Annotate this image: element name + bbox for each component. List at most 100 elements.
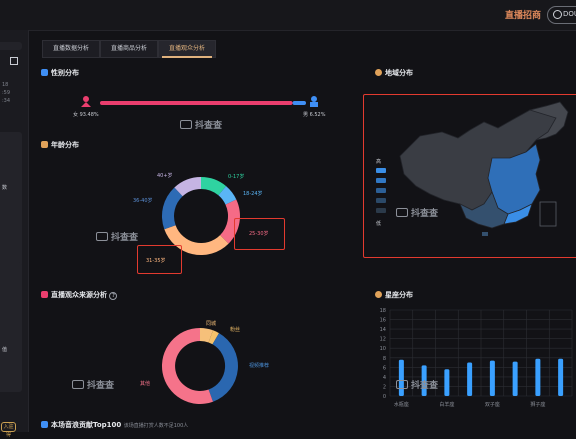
bar-3[interactable]: [467, 362, 473, 396]
sidebar-card-2: [0, 262, 22, 392]
tab-live-audience[interactable]: 直播观众分析: [158, 40, 216, 58]
y-tick-label: 14: [380, 327, 386, 333]
female-icon: [81, 96, 91, 107]
age-slice-36-40: [161, 187, 183, 230]
bar-7[interactable]: [558, 358, 564, 396]
age-label-36-40: 36-40岁: [133, 198, 153, 204]
watermark-gender: 抖查查: [180, 118, 222, 131]
source-title: 直播观众来源分析 ?: [41, 290, 118, 300]
search-text: DOU: [563, 10, 576, 18]
watermark-source: 抖查查: [72, 378, 114, 391]
top100-title: 本场音浪贡献Top100 该场直播打赏人数不足100人: [41, 420, 188, 430]
bar-2[interactable]: [444, 369, 450, 396]
y-tick-label: 10: [380, 346, 386, 352]
music-icon: [41, 421, 48, 428]
source-label-local: 同城: [206, 321, 217, 327]
tab-live-data[interactable]: 直播数据分析: [42, 40, 100, 58]
legend-swatch-1[interactable]: [376, 168, 386, 173]
top-bar: 直播招商 DOU: [0, 0, 576, 31]
external-link-icon[interactable]: [10, 57, 18, 65]
highlight-box-31-35: [137, 245, 182, 274]
age-slice-18-24: [218, 186, 237, 205]
bar-1[interactable]: [421, 365, 427, 396]
watermark-logo-icon: [72, 380, 84, 389]
join-badge[interactable]: 入驻得: [1, 422, 16, 438]
help-icon[interactable]: ?: [109, 292, 118, 300]
watermark-logo-icon: [96, 232, 108, 241]
watermark-constellation: 抖查查: [396, 378, 438, 391]
location-icon: [375, 69, 382, 76]
watermark-logo-icon: [396, 208, 408, 217]
y-tick-label: 6: [383, 365, 386, 371]
map-region-west: [399, 105, 557, 211]
source-slice-fans: [208, 330, 219, 345]
legend-high-label: 高: [376, 159, 382, 165]
search-box[interactable]: DOU: [547, 6, 576, 24]
gender-icon: [41, 69, 48, 76]
age-slice-25-30: [220, 199, 240, 244]
age-slice-40-plus: [174, 177, 201, 197]
highlight-box-25-30: [234, 218, 285, 250]
female-bar: [100, 101, 293, 105]
legend-swatch-2[interactable]: [376, 178, 386, 183]
constellation-title: 星座分布: [375, 290, 413, 300]
sidebar-label-1: 数: [2, 185, 8, 191]
map-inset-south-sea: [539, 201, 557, 227]
bar-4[interactable]: [489, 360, 495, 396]
bar-0[interactable]: [398, 359, 404, 396]
top100-note: 该场直播打赏人数不足100人: [123, 423, 189, 429]
source-label-video: 视频推荐: [249, 363, 270, 369]
source-slice-other: [161, 328, 213, 404]
sidebar-label-2: 值: [2, 347, 8, 353]
watermark-region: 抖查查: [396, 206, 438, 219]
tab-live-goods[interactable]: 直播商品分析: [100, 40, 158, 58]
y-tick-label: 16: [380, 318, 386, 324]
male-icon: [310, 96, 318, 107]
source-icon: [41, 291, 48, 298]
source-label-fans: 粉丝: [230, 327, 241, 333]
map-region-northeast: [528, 101, 569, 141]
legend-swatch-5[interactable]: [376, 208, 386, 213]
age-label-0-17: 0-17岁: [228, 174, 245, 180]
legend-swatch-3[interactable]: [376, 188, 386, 193]
sidebar-card-1: [0, 132, 22, 282]
y-tick-label: 0: [383, 394, 386, 400]
x-tick-label: 双子座: [485, 401, 500, 408]
left-sidebar: 18 :59 :34 数 值 入驻得: [0, 30, 29, 438]
sidebar-number-1: 18: [2, 82, 9, 88]
gender-chart: [81, 96, 318, 107]
bar-5[interactable]: [512, 361, 518, 396]
map-region-hainan: [482, 232, 488, 236]
sidebar-header: [0, 42, 22, 50]
source-slice-video: [208, 333, 238, 402]
brand-label[interactable]: 直播招商: [505, 11, 542, 21]
star-icon: [375, 291, 382, 298]
male-pct-label: 男 6.52%: [303, 112, 326, 118]
legend-swatch-4[interactable]: [376, 198, 386, 203]
age-label-31-35: 31-35岁: [146, 258, 166, 264]
x-tick-label: 狮子座: [530, 401, 545, 408]
female-pct-label: 女 93.48%: [73, 112, 99, 118]
age-title: 年龄分布: [41, 140, 79, 150]
age-label-18-24: 18-24岁: [243, 191, 263, 197]
age-slice-31-35: [164, 225, 229, 256]
calendar-icon: [41, 141, 48, 148]
source-label-other: 其他: [140, 381, 151, 387]
highlight-box-region: [363, 94, 576, 258]
y-tick-label: 18: [380, 308, 386, 314]
map-region-south: [459, 191, 509, 229]
search-icon: [553, 10, 562, 19]
age-slice-0-17: [201, 176, 227, 196]
age-label-40-plus: 40+岁: [157, 173, 173, 179]
watermark-age: 抖查查: [96, 230, 138, 243]
y-tick-label: 12: [380, 337, 386, 343]
watermark-logo-icon: [396, 380, 408, 389]
bar-6[interactable]: [535, 358, 541, 396]
region-title: 地域分布: [375, 68, 413, 78]
male-bar: [292, 101, 306, 105]
sidebar-number-3: :34: [2, 98, 11, 104]
constellation-bar-chart: 0 2 4 6 8 10 12 14 16 18 水瓶座 白羊座 双子座 狮子座: [380, 308, 573, 408]
legend-low-label: 低: [376, 221, 382, 227]
y-tick-label: 2: [383, 384, 386, 390]
gender-title: 性别分布: [41, 68, 79, 78]
